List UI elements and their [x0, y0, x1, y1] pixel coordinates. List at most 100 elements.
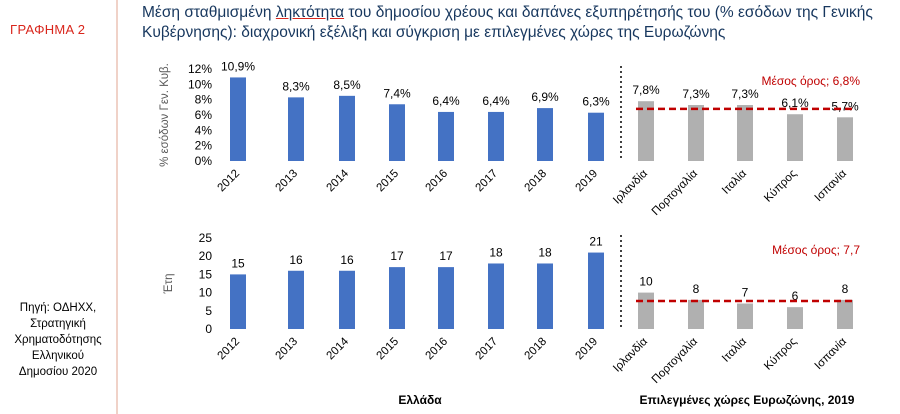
x-tick-label: 2019 [574, 168, 601, 195]
data-label: 5,7% [831, 99, 859, 113]
eurozone-bar [638, 101, 654, 161]
x-tick-label: Πορτογαλία [650, 167, 701, 218]
x-tick-label: 2014 [325, 167, 352, 194]
greece-bar [537, 108, 553, 161]
x-tick-label: Ισπανία [813, 167, 850, 204]
greece-bar [288, 270, 304, 329]
eurozone-bar [837, 117, 853, 161]
data-label: 8 [693, 282, 700, 296]
x-tick-label: 2017 [474, 168, 501, 195]
x-tick-label: 2015 [375, 168, 402, 195]
y-tick-label: 6% [195, 108, 213, 122]
greece-bar [438, 111, 454, 161]
eurozone-bar [737, 105, 753, 161]
source-line: Πηγή: ΟΔΗΧΧ, [19, 302, 97, 314]
eurozone-bar [837, 299, 853, 329]
source-line: Στρατηγική [30, 318, 86, 330]
x-tick-label: Κύπρος [762, 167, 799, 204]
chart-title: Μέση σταθμισμένη ληκτότητα του δημοσίου … [142, 3, 892, 43]
greece-bar [389, 267, 405, 329]
data-label: 10,9% [221, 59, 255, 73]
data-label: 8 [842, 282, 849, 296]
eurozone-bar [787, 307, 803, 329]
eurozone-bar [688, 299, 704, 329]
x-tick-label: Ιταλία [720, 167, 749, 196]
data-label: 18 [538, 245, 552, 259]
average-label: Μέσος όρος; 7,7 [772, 243, 860, 257]
greece-bar [339, 270, 355, 329]
greece-bar [230, 274, 246, 329]
data-label: 6,4% [432, 94, 460, 108]
greece-bar [488, 263, 504, 329]
x-tick-label: Ιρλανδία [611, 167, 650, 206]
source-line: Ελληνικού [31, 350, 85, 362]
greece-bar [488, 111, 504, 161]
x-tick-label: Ιρλανδία [611, 335, 650, 374]
x-tick-label: Ιταλία [720, 335, 749, 364]
data-label: 6,1% [781, 96, 809, 110]
y-axis-title: Έτη [163, 274, 175, 295]
greece-bar [230, 77, 246, 161]
data-label: 7 [742, 286, 749, 300]
y-tick-label: 10% [188, 77, 212, 91]
greece-bar [588, 112, 604, 161]
data-label: 17 [390, 249, 404, 263]
y-tick-label: 8% [195, 93, 213, 107]
sidebar: ΓΡΑΦΗΜΑ 2 Πηγή: ΟΔΗΧΧ, Στρατηγική Χρηματ… [0, 0, 118, 414]
x-tick-label: 2012 [216, 336, 243, 363]
x-tick-label: 2013 [274, 336, 301, 363]
data-label: 7,4% [383, 86, 411, 100]
x-tick-label: 2018 [523, 336, 550, 363]
x-tick-label: 2018 [523, 168, 550, 195]
x-tick-label: Πορτογαλία [650, 335, 701, 386]
eurozone-bar [638, 292, 654, 329]
greece-bar [537, 263, 553, 329]
greece-bar [438, 267, 454, 329]
title-text-rest: του δημοσίου χρέους και δαπάνες εξυπηρέτ… [142, 4, 873, 41]
group-label-greece: Ελλάδα [398, 393, 442, 407]
y-tick-label: 0 [205, 322, 212, 336]
data-label: 6,9% [531, 90, 559, 104]
data-label: 6,4% [482, 94, 510, 108]
y-tick-label: 2% [195, 139, 213, 153]
group-label-eurozone: Επιλεγμένες χώρες Ευρωζώνης, 2019 [640, 393, 855, 407]
x-tick-label: 2019 [574, 336, 601, 363]
y-axis-title: % εσόδων Γεν. Κυβ. [159, 63, 171, 167]
title-text: Μέση σταθμισμένη [142, 4, 276, 21]
source-line: Δημοσίου 2020 [18, 366, 98, 378]
data-label: 16 [289, 253, 303, 267]
eurozone-bar [787, 114, 803, 161]
x-tick-label: 2012 [216, 168, 243, 195]
y-tick-label: 0% [195, 154, 213, 168]
x-tick-label: 2014 [325, 335, 352, 362]
data-label: 16 [340, 253, 354, 267]
eurozone-bar [737, 303, 753, 329]
greece-bar [339, 95, 355, 161]
y-tick-label: 25 [199, 231, 213, 245]
eurozone-bar [688, 105, 704, 161]
data-label: 21 [589, 235, 603, 249]
x-tick-label: 2016 [424, 336, 451, 363]
data-label: 6,3% [582, 95, 610, 109]
source-line: Χρηματοδότησης [14, 334, 102, 346]
greece-bar [389, 104, 405, 161]
data-label: 10 [639, 275, 653, 289]
title-underlined-word: ληκτότητα [275, 4, 345, 21]
y-tick-label: 20 [199, 249, 213, 263]
x-tick-label: 2013 [274, 168, 301, 195]
data-label: 6 [792, 289, 799, 303]
y-tick-label: 12% [188, 62, 212, 76]
graph-number-label: ΓΡΑΦΗΜΑ 2 [10, 22, 86, 37]
data-label: 7,8% [632, 83, 660, 97]
average-label: Μέσος όρος; 6,8% [761, 74, 860, 88]
greece-bar [288, 97, 304, 161]
x-tick-label: Κύπρος [762, 335, 799, 372]
y-tick-label: 4% [195, 123, 213, 137]
greece-bar [588, 252, 604, 329]
data-label: 7,3% [731, 87, 759, 101]
x-tick-label: 2017 [474, 336, 501, 363]
y-tick-label: 15 [199, 267, 213, 281]
x-tick-label: 2016 [424, 168, 451, 195]
data-label: 17 [439, 249, 453, 263]
